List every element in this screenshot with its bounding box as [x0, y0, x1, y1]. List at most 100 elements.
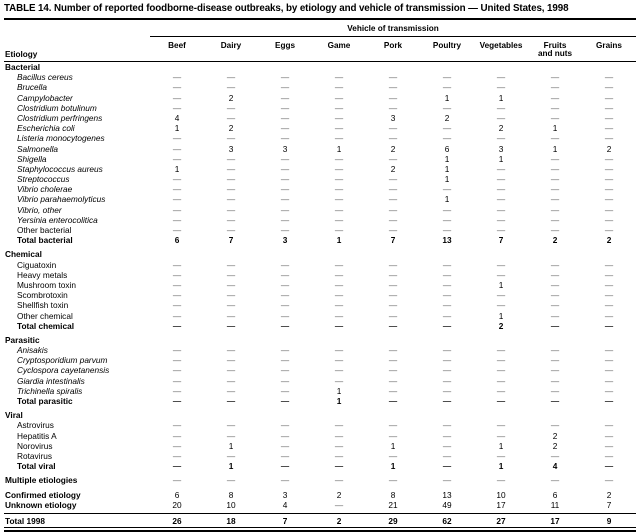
- value-cell: —: [334, 72, 344, 83]
- value-cell: —: [604, 174, 614, 185]
- value-cell: —: [334, 269, 344, 280]
- value-cell: —: [604, 82, 614, 93]
- table-row: Heavy metals — — — — — — — — —: [4, 270, 636, 280]
- value-cell: —: [334, 355, 344, 366]
- column-header-poultry: Poultry: [432, 40, 462, 50]
- value-cell: —: [280, 365, 290, 376]
- value-cell: 17: [496, 499, 506, 510]
- value-cell: —: [550, 163, 560, 174]
- value-cell: —: [604, 214, 614, 225]
- value-cell: 13: [442, 235, 452, 246]
- value-cell: 2: [606, 235, 612, 246]
- value-cell: —: [334, 499, 344, 510]
- table-row: Scombrotoxin — — — — — — — — —: [4, 290, 636, 300]
- value-cell: 1: [174, 163, 180, 174]
- table-row: Other bacterial — — — — — — — — —: [4, 225, 636, 235]
- table-row: Multiple etiologies — — — — — — — — —: [4, 475, 636, 485]
- row-label: Trichinella spiralis: [17, 385, 83, 396]
- value-cell: —: [604, 279, 614, 290]
- value-cell: —: [442, 396, 452, 406]
- table-row: Astrovirus — — — — — — — — —: [4, 420, 636, 430]
- value-cell: —: [496, 163, 506, 174]
- value-cell: —: [226, 420, 236, 431]
- table-row: Unknown etiology 20 10 4 — 21 49 17 11 7: [4, 500, 636, 510]
- value-cell: —: [550, 259, 560, 270]
- value-cell: —: [334, 102, 344, 113]
- value-cell: —: [496, 102, 506, 113]
- value-cell: —: [172, 143, 182, 154]
- value-cell: —: [334, 194, 344, 205]
- value-cell: —: [550, 355, 560, 366]
- value-cell: —: [442, 310, 452, 321]
- value-cell: —: [226, 204, 236, 215]
- row-values: — — — — — 1 — — —: [150, 194, 636, 204]
- value-cell: 6: [174, 489, 180, 500]
- value-cell: —: [550, 475, 560, 486]
- value-cell: —: [388, 420, 398, 431]
- value-cell: —: [388, 365, 398, 376]
- row-values: — — — — — — — — —: [150, 133, 636, 143]
- row-values: 26 18 7 2 29 62 27 17 9: [150, 516, 636, 526]
- value-cell: —: [226, 225, 236, 235]
- value-cell: —: [496, 194, 506, 205]
- row-label: Cryptosporidium parvum: [17, 355, 108, 366]
- value-cell: —: [550, 102, 560, 113]
- value-cell: —: [334, 184, 344, 195]
- row-values: — — — — — — — — —: [150, 260, 636, 270]
- value-cell: —: [604, 194, 614, 205]
- value-cell: —: [172, 375, 182, 386]
- table-section: Confirmed etiology 6 8 3 2 8 13 10 6 2 Unknown eti…: [4, 490, 636, 510]
- value-cell: —: [334, 475, 344, 486]
- value-cell: 62: [442, 515, 452, 526]
- row-label: Anisakis: [17, 345, 48, 356]
- value-cell: —: [388, 92, 398, 103]
- value-cell: —: [550, 72, 560, 83]
- row-values: — — — — — — — — —: [150, 355, 636, 365]
- table-section: Viral Astrovirus — — — — — — — — — Hepatitis A — — — — —…: [4, 410, 636, 471]
- row-label: Norovirus: [17, 440, 53, 451]
- value-cell: —: [226, 450, 236, 461]
- value-cell: —: [604, 225, 614, 235]
- value-cell: 1: [444, 163, 450, 174]
- value-cell: —: [604, 320, 614, 331]
- row-values: 1 2 — — — — 2 1 —: [150, 123, 636, 133]
- value-cell: —: [226, 396, 236, 406]
- value-cell: —: [226, 290, 236, 301]
- value-cell: —: [496, 365, 506, 376]
- table-row: Cryptosporidium parvum — — — — — — — — —: [4, 355, 636, 365]
- value-cell: 18: [226, 515, 236, 526]
- value-cell: —: [388, 184, 398, 195]
- value-cell: —: [334, 123, 344, 134]
- column-headers: Beef Dairy Eggs Game Pork Poultry Vegetables Fr…: [150, 40, 636, 59]
- row-values: 20 10 4 — 21 49 17 11 7: [150, 500, 636, 510]
- etiology-column-header: Etiology: [5, 50, 38, 59]
- value-cell: —: [496, 269, 506, 280]
- value-cell: —: [280, 214, 290, 225]
- value-cell: 2: [498, 123, 504, 134]
- value-cell: —: [604, 123, 614, 134]
- value-cell: —: [550, 345, 560, 356]
- value-cell: 1: [498, 153, 504, 164]
- row-values: — — — — — — — — —: [150, 225, 636, 235]
- table-body: Bacterial Bacillus cereus — — — — — — — — — Brucell…: [4, 62, 636, 526]
- row-label: Clostridium perfringens: [17, 112, 103, 123]
- value-cell: 2: [390, 143, 396, 154]
- row-label: Total bacterial: [17, 235, 73, 246]
- value-cell: —: [388, 214, 398, 225]
- table-row: Mushroom toxin — — — — — — 1 — —: [4, 280, 636, 290]
- value-cell: —: [280, 290, 290, 301]
- row-label: Vibrio cholerae: [17, 184, 73, 195]
- row-values: — — — — — — — — —: [150, 365, 636, 375]
- value-cell: —: [388, 355, 398, 366]
- value-cell: —: [442, 204, 452, 215]
- value-cell: 13: [442, 489, 452, 500]
- row-label: Confirmed etiology: [5, 489, 81, 500]
- value-cell: 2: [228, 92, 234, 103]
- row-values: — — — — — — — — —: [150, 72, 636, 82]
- value-cell: —: [334, 153, 344, 164]
- value-cell: 2: [444, 112, 450, 123]
- row-label: Ciguatoxin: [17, 259, 57, 270]
- value-cell: 2: [228, 123, 234, 134]
- value-cell: —: [604, 385, 614, 396]
- row-values: 4 — — — 3 2 — — —: [150, 113, 636, 123]
